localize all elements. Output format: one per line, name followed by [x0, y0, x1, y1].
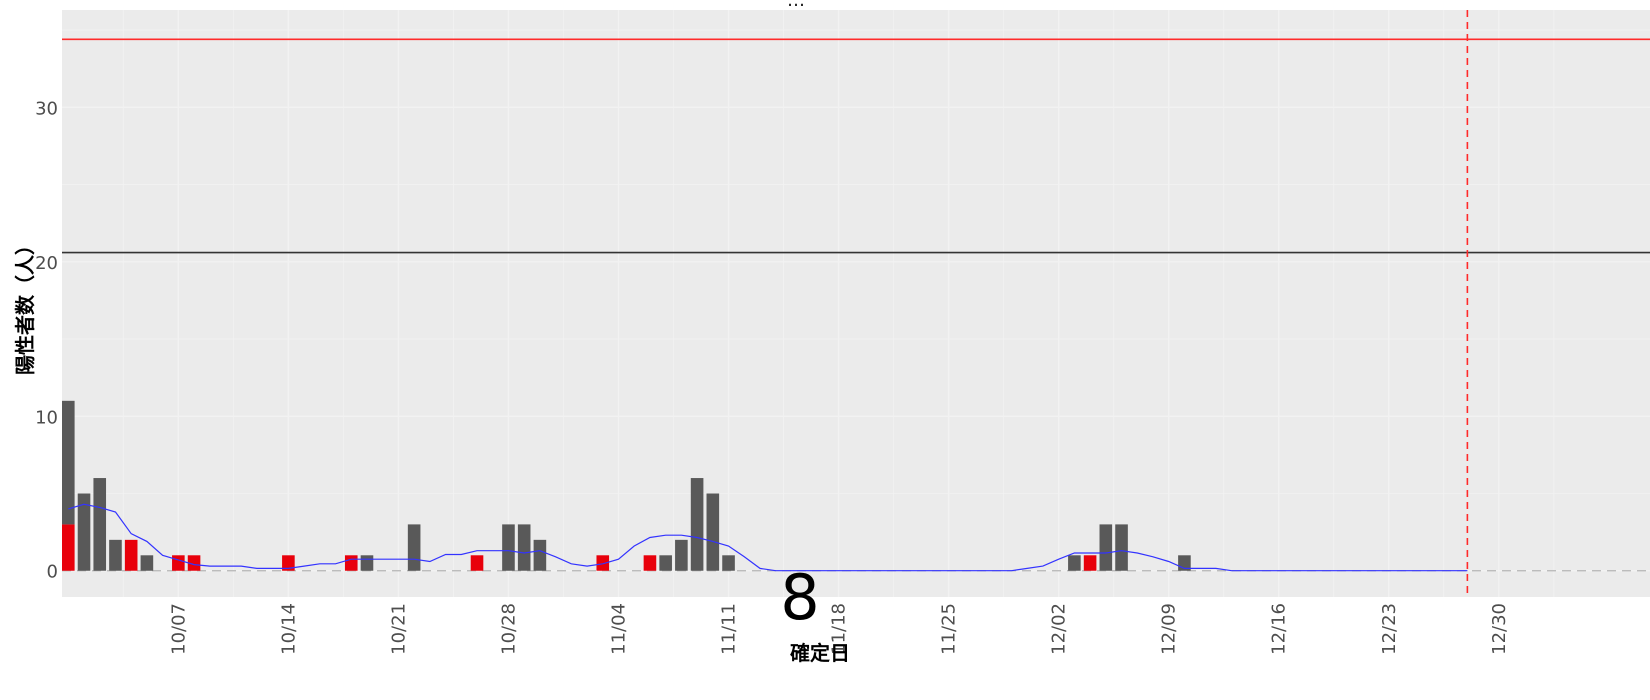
x-tick-label: 11/18: [829, 603, 850, 655]
bar-gray: [109, 539, 122, 571]
bar-red: [596, 555, 610, 571]
bar-gray: [675, 539, 688, 571]
x-tick-label: 10/21: [388, 603, 409, 655]
bar-red: [344, 555, 358, 571]
y-axis-title: 陽性者数（人）: [13, 235, 37, 375]
bar-gray: [93, 478, 107, 571]
bar-red: [62, 524, 75, 571]
plot-panel: [62, 10, 1650, 597]
bar-gray: [77, 493, 91, 571]
bar-gray: [1099, 524, 1113, 571]
x-tick-label: 12/30: [1489, 603, 1510, 655]
bar-gray: [140, 555, 154, 571]
bar-red: [124, 539, 138, 571]
bar-gray: [62, 400, 75, 525]
bar-red: [1083, 555, 1097, 571]
x-tick-label: 12/16: [1269, 603, 1290, 655]
bar-gray: [706, 493, 720, 571]
y-tick-labels: 0 10 20 30: [35, 98, 58, 582]
x-axis-title: 確定日: [790, 641, 850, 665]
overlay-number: 8: [780, 561, 819, 634]
bar-red: [643, 555, 657, 571]
x-tick-label: 11/04: [609, 603, 630, 655]
bar-gray: [533, 539, 547, 571]
bar-gray: [517, 524, 531, 571]
bar-red: [172, 555, 185, 571]
x-tick-label: 10/14: [278, 603, 299, 655]
bar-red: [470, 555, 484, 571]
x-tick-label: 10/07: [168, 603, 189, 655]
bar-gray: [407, 524, 421, 571]
title-fragment: …: [787, 0, 805, 11]
bar-gray: [690, 478, 704, 571]
bar-gray: [659, 555, 672, 571]
x-tick-label: 11/11: [719, 603, 740, 655]
bar-red: [282, 555, 295, 571]
bars: [62, 400, 1191, 571]
x-tick-label: 11/25: [939, 603, 960, 655]
y-tick-label: 0: [47, 562, 58, 583]
bar-gray: [360, 555, 374, 571]
grid-lines: [62, 10, 1650, 597]
x-tick-label: 12/02: [1049, 603, 1070, 655]
bar-gray: [1068, 555, 1081, 571]
moving-average-line: [68, 503, 1468, 572]
moving-average-path: [68, 503, 1468, 572]
y-tick-label: 30: [35, 98, 58, 119]
x-tick-label: 12/09: [1159, 603, 1180, 655]
bar-red: [187, 555, 201, 571]
x-tick-label: 12/23: [1379, 603, 1400, 655]
bar-gray: [722, 555, 735, 571]
bar-gray: [502, 524, 515, 571]
x-tick-labels: 10/07 10/14 10/21 10/28 11/04 11/11 11/18 11/25…: [168, 603, 1510, 655]
bar-gray: [1115, 524, 1128, 571]
y-tick-label: 10: [35, 407, 58, 428]
x-tick-label: 10/28: [499, 603, 520, 655]
y-tick-label: 20: [35, 253, 58, 274]
